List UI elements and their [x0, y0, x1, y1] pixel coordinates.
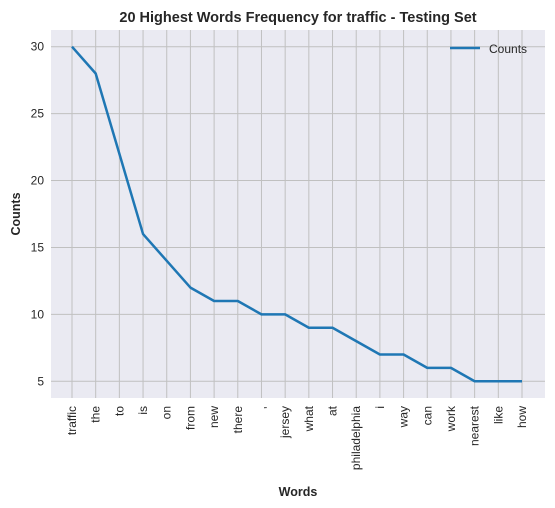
y-tick-label: 25 — [31, 107, 45, 121]
y-tick-labels: 5 10 15 20 25 30 — [31, 40, 45, 389]
x-tick-label: from — [183, 406, 197, 430]
y-tick-label: 10 — [31, 307, 45, 321]
x-tick-label: nearest — [468, 405, 482, 446]
plot-area — [51, 30, 545, 398]
x-tick-label: the — [89, 406, 103, 423]
x-tick-label: at — [326, 405, 340, 416]
x-tick-labels: traffic the to is on from new there, jersey what a… — [65, 405, 529, 470]
x-tick-label: what — [302, 405, 316, 432]
x-tick-label: is — [136, 406, 150, 415]
x-tick-label: how — [515, 406, 529, 428]
x-tick-label: there — [231, 406, 245, 434]
x-tick-label: new — [207, 406, 221, 428]
x-tick-label: can — [420, 406, 434, 425]
x-tick-label: way — [397, 406, 411, 428]
legend-label: Counts — [489, 42, 527, 56]
y-tick-label: 30 — [31, 40, 45, 54]
y-axis-label: Counts — [9, 192, 23, 235]
chart-title: 20 Highest Words Frequency for traffic -… — [119, 10, 476, 26]
legend: Counts — [450, 42, 527, 56]
y-tick-label: 20 — [31, 174, 45, 188]
x-tick-label: to — [112, 406, 126, 416]
x-axis-label: Words — [279, 485, 318, 499]
x-tick-label: traffic — [65, 406, 79, 435]
grid-lines — [51, 30, 545, 398]
x-tick-label: work — [444, 405, 458, 432]
x-tick-label: like — [491, 406, 505, 424]
series-group — [71, 45, 523, 383]
x-tick-label: jersey — [278, 406, 292, 439]
x-tick-label: i — [373, 406, 387, 409]
x-tick-label: , — [254, 406, 268, 409]
y-tick-label: 15 — [31, 240, 45, 254]
x-tick-label: on — [160, 406, 174, 419]
y-tick-label: 5 — [37, 374, 44, 388]
x-tick-label: philadelphia — [349, 406, 363, 470]
series-line-counts — [71, 45, 522, 383]
